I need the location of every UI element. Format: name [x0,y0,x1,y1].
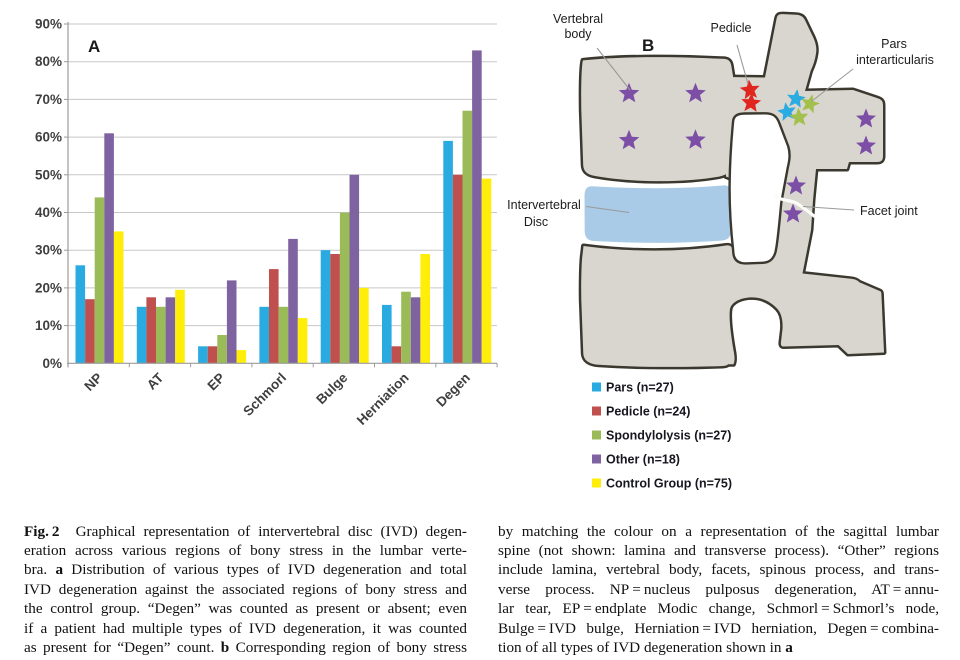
svg-text:10%: 10% [35,318,62,333]
svg-text:50%: 50% [35,167,62,182]
svg-text:Herniation: Herniation [354,370,412,428]
svg-text:Pedicle: Pedicle [711,21,752,35]
svg-text:interarticularis: interarticularis [856,53,934,67]
svg-text:30%: 30% [35,243,62,258]
svg-text:Control Group (n=75): Control Group (n=75) [606,477,732,491]
svg-text:Other (n=18): Other (n=18) [606,453,680,467]
svg-text:body: body [564,27,592,41]
svg-text:EP: EP [205,370,228,393]
svg-text:60%: 60% [35,130,62,145]
svg-text:Bulge: Bulge [313,370,350,407]
svg-text:Intervertebral: Intervertebral [507,198,581,212]
svg-text:Degen: Degen [433,370,473,410]
svg-text:90%: 90% [35,17,62,32]
svg-text:70%: 70% [35,92,62,107]
svg-text:Spondylolysis (n=27): Spondylolysis (n=27) [606,429,731,443]
svg-text:0%: 0% [42,356,62,371]
svg-text:Pars (n=27): Pars (n=27) [606,381,674,395]
svg-text:Vertebral: Vertebral [553,12,603,26]
svg-text:80%: 80% [35,54,62,69]
svg-text:A: A [88,37,100,56]
svg-text:Facet joint: Facet joint [860,204,918,218]
svg-text:Pars: Pars [881,37,907,51]
svg-text:Disc: Disc [524,215,548,229]
svg-text:20%: 20% [35,280,62,295]
svg-text:AT: AT [144,369,167,392]
svg-text:B: B [642,36,654,55]
svg-text:NP: NP [81,370,105,394]
svg-text:Pedicle (n=24): Pedicle (n=24) [606,405,690,419]
svg-text:Schmorl: Schmorl [240,370,289,419]
svg-text:40%: 40% [35,205,62,220]
